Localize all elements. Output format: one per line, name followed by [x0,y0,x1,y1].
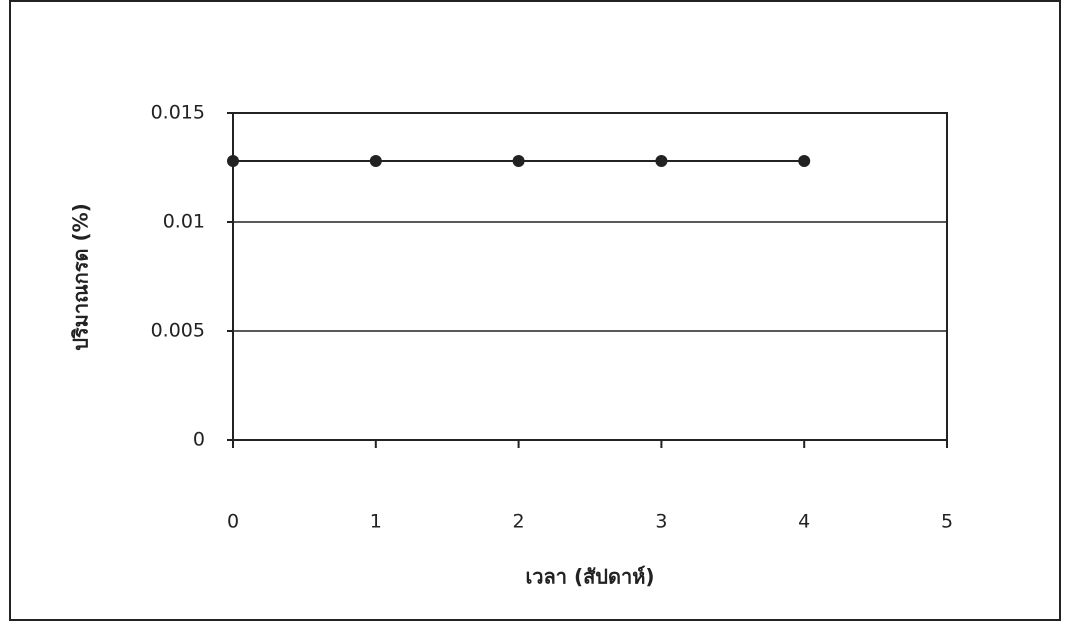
y-axis-title: ปริมาณกรด (%) [69,203,93,351]
x-axis-title: เวลา (สัปดาห์) [525,565,654,589]
x-tick-label: 2 [513,511,525,533]
x-tick-label: 1 [370,511,382,533]
page: เวลา (สัปดาห์) ปริมาณกรด (%) 0 0.005 0.01 0… [0,0,1069,623]
x-tick-label: 0 [227,511,239,533]
data-point [227,155,239,167]
chart: เวลา (สัปดาห์) ปริมาณกรด (%) 0 0.005 0.01 0… [0,0,1069,623]
x-tick-label: 5 [941,511,953,533]
x-tick-label: 3 [655,511,667,533]
y-tick-label: 0.005 [151,320,205,342]
data-point [655,155,667,167]
data-point [513,155,525,167]
data-point [370,155,382,167]
chart-frame [10,1,1060,620]
x-tick-label: 4 [798,511,810,533]
y-tick-label: 0.01 [163,211,205,233]
data-point [798,155,810,167]
y-tick-label: 0.015 [151,102,205,124]
y-tick-label: 0 [193,429,205,451]
